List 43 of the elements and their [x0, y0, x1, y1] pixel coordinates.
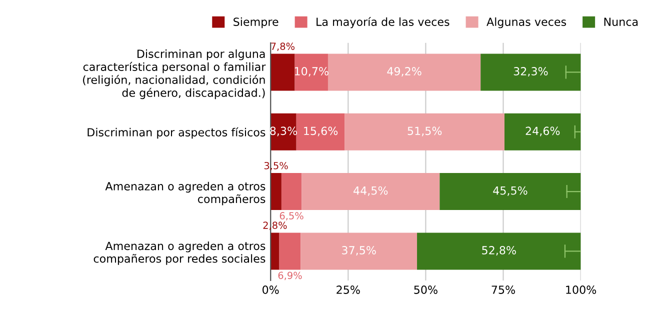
x-tick-label: 50% — [414, 286, 438, 294]
data-label: 45,5% — [493, 186, 528, 196]
data-label: 24,6% — [526, 126, 560, 136]
data-label: 6,9% — [278, 272, 302, 280]
data-label: 10,7% — [294, 67, 328, 77]
data-label: 37,5% — [342, 246, 376, 256]
bar — [270, 113, 296, 150]
bar — [294, 54, 328, 91]
data-label: 15,6% — [304, 126, 338, 136]
data-label: 32,3% — [514, 67, 548, 77]
bar — [504, 113, 581, 150]
data-label: 7,8% — [271, 42, 295, 51]
bar — [270, 54, 295, 91]
legend-label: Nunca — [604, 18, 638, 26]
data-label: 51,5% — [408, 126, 442, 136]
data-label: 44,5% — [354, 186, 388, 196]
bar — [300, 232, 418, 270]
x-tick-label: 25% — [336, 286, 360, 294]
y-tick-label: Discriminan por aspectos físicos — [88, 127, 266, 139]
bar — [344, 113, 504, 150]
data-label: 52,8% — [482, 246, 516, 256]
bar — [302, 173, 440, 210]
y-tick-label: Amenazan o agreden a otros compañeros por redes sociales — [94, 242, 266, 265]
bar — [440, 173, 581, 210]
bar — [328, 54, 481, 91]
bar — [270, 173, 282, 210]
x-tick-label: 75% — [492, 286, 515, 294]
bar — [417, 232, 581, 270]
legend-label: Algunas veces — [486, 17, 566, 28]
data-label: 8,3% — [270, 126, 297, 136]
legend-label: La mayoría de las veces — [316, 16, 450, 28]
data-label: 49,2% — [387, 67, 422, 77]
legend-label: Siempre — [234, 17, 278, 28]
y-tick-label: Amenazan o agreden a otros compañeros — [105, 182, 266, 206]
data-label: 6,5% — [280, 212, 304, 220]
y-tick-label: Discriminan por alguna característica personal o familiar (religión, nacionalidad, condición de género, discapacidad.) — [83, 49, 266, 100]
x-tick-label: 100% — [566, 286, 596, 294]
bar — [279, 232, 301, 270]
x-tick-label: 0% — [262, 286, 279, 294]
bar — [270, 232, 280, 270]
bar — [296, 113, 345, 150]
bar — [281, 173, 302, 210]
bar — [480, 54, 581, 91]
